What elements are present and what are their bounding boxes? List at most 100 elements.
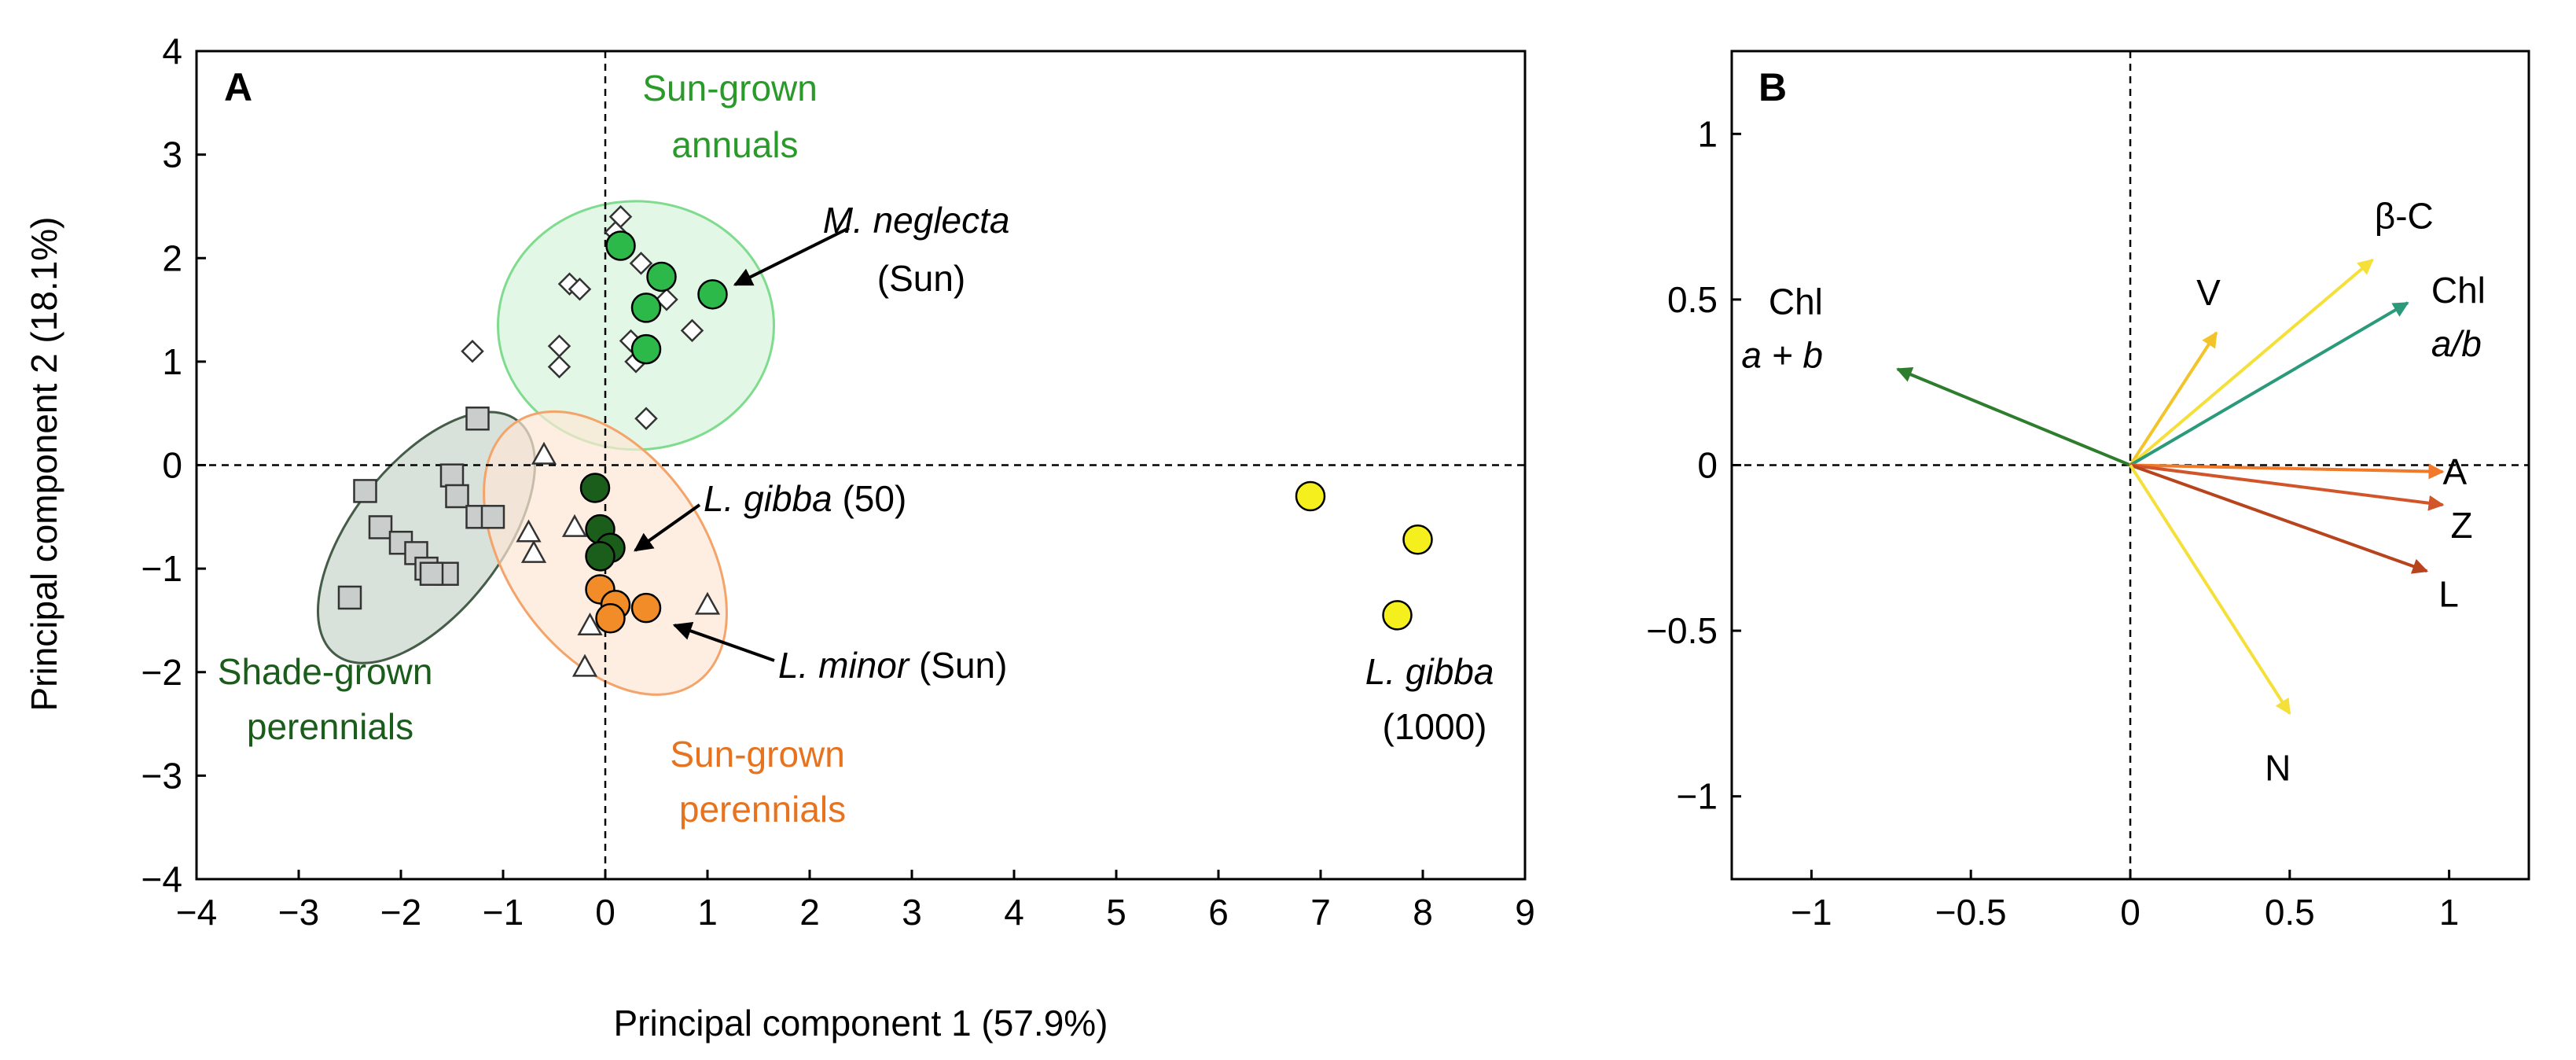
- panel-a-point-diamond-0-12: [634, 407, 658, 431]
- panel-a-point-square-2-0: [465, 407, 490, 431]
- m-neglecta-label: M. neglecta (Sun): [823, 200, 1020, 299]
- sun-grown-perennials-label: Sun-grown perennials: [670, 734, 854, 830]
- panel-b-vector-label: A: [2442, 451, 2467, 492]
- panel-a-points: [337, 204, 1433, 677]
- panel-a-point-triangle-4-5: [694, 591, 721, 615]
- panel-a-x-tick-label: −2: [380, 892, 421, 933]
- panel-a-point-circle-6-2: [1382, 600, 1413, 631]
- panel-a-point-diamond-0-3: [568, 277, 592, 301]
- panel-a-x-tick-label: −3: [278, 892, 319, 933]
- panel-b-y-tick-label: 0.5: [1667, 279, 1718, 320]
- panel-b-vector-arrow: [2129, 301, 2409, 467]
- panel-a-x-tick-label: 9: [1515, 892, 1535, 933]
- panel-a-letter: A: [224, 65, 252, 109]
- panel-a-y-tick-label: 3: [162, 134, 182, 175]
- panel-a-point-circle-3-3: [585, 541, 616, 572]
- l-minor-arrow: [672, 621, 775, 662]
- panel-b-vector-arrow: [2130, 463, 2429, 574]
- panel-a-y-tick-label: −3: [141, 755, 182, 796]
- panel-b-y-tick-label: 0: [1697, 445, 1718, 486]
- panel-a-y-tick-label: 4: [162, 31, 182, 72]
- panel-b-x-tick-label: 1: [2439, 892, 2460, 933]
- panel-a-point-circle-6-1: [1402, 524, 1433, 555]
- panel-b-vector-label: β-C: [2375, 195, 2434, 236]
- panel-a-x-axis-label: Principal component 1 (57.9%): [614, 1003, 1108, 1043]
- panel-b-x-tick-label: 0.5: [2265, 892, 2315, 933]
- panel-b-vectors: Chl a + b Vβ-C Chl a/b AZL N: [1741, 195, 2486, 788]
- panel-a-point-square-2-5: [353, 479, 377, 503]
- panel-b-x-tick-label: −0.5: [1935, 892, 2007, 933]
- panel-a-point-diamond-0-9: [461, 339, 484, 363]
- panel-a-point-circle-1-4: [630, 333, 662, 365]
- l-gibba-50-arrow: [634, 503, 701, 552]
- l-minor-label: L. minor (Sun): [778, 645, 1007, 686]
- panel-b-vector-label: Chl a/b: [2431, 270, 2486, 364]
- panel-a-x-tick-label: 0: [595, 892, 616, 933]
- panel-a-point-triangle-4-1: [516, 519, 542, 543]
- panel-b-vector-label: Chl a + b: [1741, 281, 1823, 375]
- panel-a-x-tick-label: 6: [1208, 892, 1229, 933]
- panel-a-point-square-2-11: [419, 561, 444, 586]
- panel-b-vector-arrow: [2130, 463, 2445, 480]
- panel-a-point-square-2-12: [337, 585, 362, 610]
- panel-a-point-circle-5-2: [630, 592, 662, 624]
- panel-a-point-diamond-0-5: [655, 288, 678, 311]
- panel-b-vector-label: V: [2196, 272, 2221, 313]
- panel-b-y-tick-label: −1: [1677, 776, 1718, 817]
- panel-b-reference-lines: [1732, 51, 2529, 879]
- panel-b-vector-arrow: [2129, 331, 2218, 466]
- panel-b-vector-label: L: [2438, 573, 2459, 614]
- panel-b-letter: B: [1758, 65, 1787, 109]
- panel-b-vector-arrow: [2129, 258, 2374, 467]
- panel-b-x-tick-label: −1: [1791, 892, 1832, 933]
- panel-a-point-circle-1-3: [630, 293, 662, 323]
- panel-a-point-triangle-4-0: [531, 441, 557, 465]
- l-gibba-1000-label: L. gibba (1000): [1365, 651, 1504, 747]
- panel-a-ticks: −4 −3 −2 −1 0 1 2 3 4 5 6 7 8 9 −4 −3 −2 −1 0 1 2 3 4: [141, 31, 1535, 933]
- l-gibba-50-label: L. gibba (50): [704, 478, 906, 519]
- panel-a-y-axis-label: Principal component 2 (18.1%): [24, 217, 64, 712]
- sun-grown-annuals-label: Sun-grown annuals: [642, 68, 827, 165]
- panel-a-x-tick-label: 2: [799, 892, 820, 933]
- panel-a-x-tick-label: 7: [1310, 892, 1331, 933]
- panel-a-x-tick-label: 4: [1004, 892, 1024, 933]
- panel-a-point-circle-1-0: [605, 230, 636, 261]
- panel-a-point-triangle-4-6: [571, 653, 598, 677]
- panel-b-vector-arrow: [2129, 464, 2291, 716]
- panel-a-point-diamond-0-10: [547, 355, 571, 379]
- panel-a-x-tick-label: 5: [1106, 892, 1126, 933]
- panel-a-point-square-2-1: [439, 463, 465, 488]
- panel-a-point-square-2-2: [445, 484, 469, 509]
- panel-a-x-tick-label: 8: [1413, 892, 1433, 933]
- panel-a-y-tick-label: −1: [141, 548, 182, 589]
- panel-a-y-tick-label: −4: [141, 859, 182, 900]
- panel-a-point-circle-5-3: [595, 603, 626, 634]
- panel-a-point-circle-1-2: [697, 279, 728, 310]
- panel-a-point-circle-3-0: [579, 473, 611, 503]
- panel-a-x-tick-label: −4: [176, 892, 217, 933]
- panel-b-y-tick-label: −0.5: [1646, 610, 1718, 651]
- shade-grown-perennials-label: Shade-grown perennials: [218, 651, 443, 747]
- panel-a-reference-lines: [197, 51, 1525, 879]
- panel-b-ticks: −1 −0.5 0 0.5 1 −1 −0.5 0 0.5 1: [1646, 113, 2459, 933]
- panel-b-vector-label: Z: [2450, 505, 2472, 546]
- panel-a-point-circle-6-0: [1295, 480, 1326, 512]
- panel-b: Chl a + b Vβ-C Chl a/b AZL N −1 −0.5 0 0.5 1 −1 −0.5…: [1646, 50, 2530, 933]
- panel-a-point-circle-1-1: [646, 261, 677, 293]
- panel-b-vector-arrow: [2130, 463, 2445, 511]
- panel-a-y-tick-label: 2: [162, 237, 182, 278]
- panel-a-point-diamond-0-8: [680, 318, 704, 343]
- panel-b-vector-arrow: [1896, 366, 2131, 467]
- panel-a-point-triangle-4-3: [561, 513, 588, 537]
- panel-a-point-square-2-4: [480, 505, 505, 529]
- panel-a-y-tick-label: 1: [162, 341, 182, 382]
- panel-a-point-diamond-0-4: [629, 252, 653, 275]
- panel-a-x-tick-label: 3: [902, 892, 922, 933]
- panel-b-x-tick-label: 0: [2120, 892, 2141, 933]
- panel-a-y-tick-label: 0: [162, 445, 182, 486]
- m-neglecta-arrow: [733, 226, 850, 286]
- panel-b-y-tick-label: 1: [1697, 113, 1718, 154]
- panel-a: −4 −3 −2 −1 0 1 2 3 4 5 6 7 8 9 −4 −3 −2 −1 0 1 2 3 4 A Sun-gr…: [24, 31, 1535, 1043]
- panel-a-x-tick-label: −1: [483, 892, 524, 933]
